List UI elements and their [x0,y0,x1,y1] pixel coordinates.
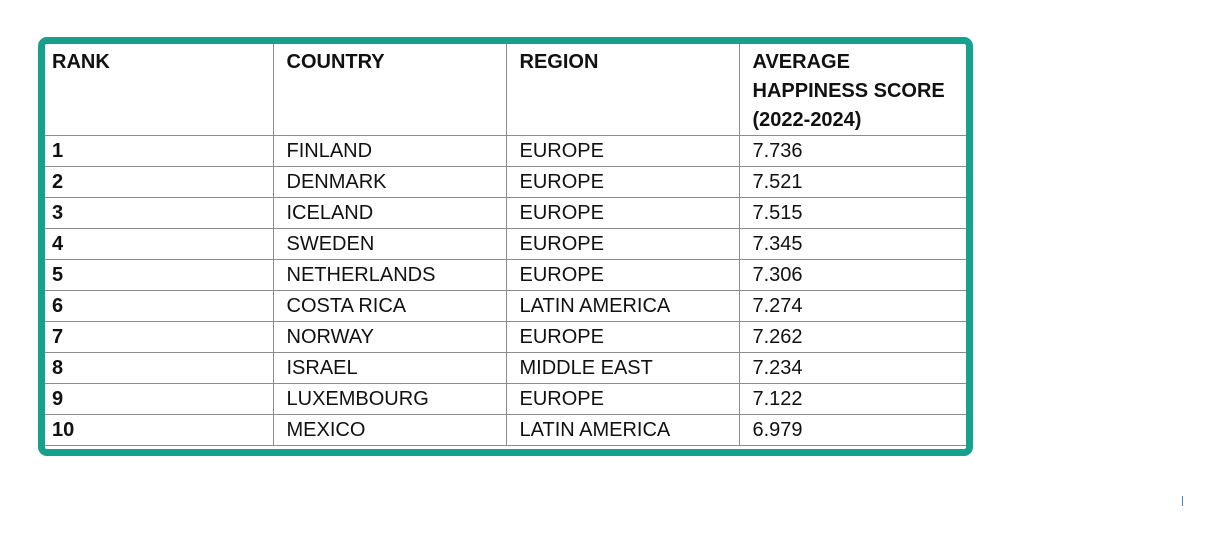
cell-region: EUROPE [506,136,739,167]
happiness-ranking-table: RANK COUNTRY REGION AVERAGE HAPPINESS SC… [45,44,966,446]
cell-region: EUROPE [506,322,739,353]
cell-rank: 10 [45,415,273,446]
cell-rank: 7 [45,322,273,353]
cell-rank: 4 [45,229,273,260]
header-rank: RANK [45,44,273,136]
cell-country: SWEDEN [273,229,506,260]
cell-rank: 8 [45,353,273,384]
cell-region: MIDDLE EAST [506,353,739,384]
cell-region: EUROPE [506,167,739,198]
table-row: 4 SWEDEN EUROPE 7.345 [45,229,966,260]
table-row: 1 FINLAND EUROPE 7.736 [45,136,966,167]
cell-score: 7.234 [739,353,966,384]
cell-rank: 5 [45,260,273,291]
table-frame: RANK COUNTRY REGION AVERAGE HAPPINESS SC… [38,37,973,456]
cell-rank: 6 [45,291,273,322]
cell-score: 7.262 [739,322,966,353]
cell-country: ISRAEL [273,353,506,384]
cell-country: LUXEMBOURG [273,384,506,415]
header-score-line-1: AVERAGE [753,48,967,77]
cell-score: 7.122 [739,384,966,415]
cell-rank: 9 [45,384,273,415]
table-row: 7 NORWAY EUROPE 7.262 [45,322,966,353]
cell-rank: 1 [45,136,273,167]
table-row: 9 LUXEMBOURG EUROPE 7.122 [45,384,966,415]
table-row: 8 ISRAEL MIDDLE EAST 7.234 [45,353,966,384]
cell-country: MEXICO [273,415,506,446]
cell-region: LATIN AMERICA [506,415,739,446]
table-row: 3 ICELAND EUROPE 7.515 [45,198,966,229]
cell-score: 7.515 [739,198,966,229]
header-score-line-3: (2022-2024) [753,106,967,135]
table-row: 5 NETHERLANDS EUROPE 7.306 [45,260,966,291]
cell-country: COSTA RICA [273,291,506,322]
table-header-row: RANK COUNTRY REGION AVERAGE HAPPINESS SC… [45,44,966,136]
cell-score: 6.979 [739,415,966,446]
cell-score: 7.736 [739,136,966,167]
cell-score: 7.306 [739,260,966,291]
header-average-happiness-score: AVERAGE HAPPINESS SCORE (2022-2024) [739,44,966,136]
table-row: 2 DENMARK EUROPE 7.521 [45,167,966,198]
table-row: 6 COSTA RICA LATIN AMERICA 7.274 [45,291,966,322]
cell-country: ICELAND [273,198,506,229]
cell-country: DENMARK [273,167,506,198]
header-score-line-2: HAPPINESS SCORE [753,77,967,106]
cell-region: EUROPE [506,260,739,291]
cell-country: NETHERLANDS [273,260,506,291]
header-country: COUNTRY [273,44,506,136]
table-row: 10 MEXICO LATIN AMERICA 6.979 [45,415,966,446]
cell-region: EUROPE [506,384,739,415]
cell-region: EUROPE [506,229,739,260]
cell-country: NORWAY [273,322,506,353]
cell-rank: 2 [45,167,273,198]
cell-region: LATIN AMERICA [506,291,739,322]
cell-score: 7.274 [739,291,966,322]
cell-region: EUROPE [506,198,739,229]
cell-score: 7.521 [739,167,966,198]
cell-rank: 3 [45,198,273,229]
header-region: REGION [506,44,739,136]
text-cursor-mark [1182,496,1183,506]
cell-country: FINLAND [273,136,506,167]
cell-score: 7.345 [739,229,966,260]
